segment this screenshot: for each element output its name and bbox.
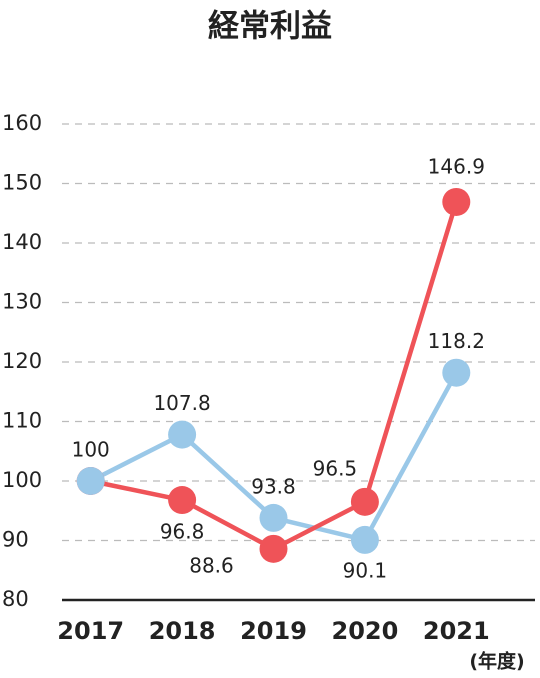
point <box>259 503 288 532</box>
point <box>442 187 471 216</box>
x-tick-label: 2021 <box>423 617 490 645</box>
chart-title: 経常利益 <box>208 9 332 45</box>
point <box>350 525 379 554</box>
value-label: 96.8 <box>160 520 205 544</box>
x-tick-label: 2019 <box>240 617 307 645</box>
value-label: 100 <box>72 438 110 462</box>
y-tick-label: 150 <box>2 171 42 195</box>
point <box>442 358 471 387</box>
point <box>350 487 379 516</box>
value-label: 93.8 <box>251 474 296 498</box>
value-label: 96.5 <box>313 456 358 480</box>
y-tick-label: 120 <box>2 349 42 373</box>
y-tick-label: 100 <box>2 468 42 492</box>
y-tick-label: 90 <box>2 528 29 552</box>
x-tick-label: 2020 <box>332 617 399 645</box>
x-tick-label: 2018 <box>149 617 216 645</box>
point <box>76 467 105 495</box>
y-tick-label: 160 <box>2 111 42 135</box>
value-label: 88.6 <box>189 553 234 577</box>
x-axis-unit: (年度) <box>469 650 524 673</box>
point <box>168 420 197 449</box>
point <box>168 486 197 515</box>
value-label: 90.1 <box>343 558 388 582</box>
point <box>259 534 288 563</box>
value-label: 107.8 <box>153 391 210 415</box>
y-tick-label: 140 <box>2 230 42 254</box>
y-tick-label: 80 <box>2 587 29 611</box>
value-label: 146.9 <box>428 154 485 178</box>
value-label: 118.2 <box>428 329 485 353</box>
x-tick-label: 2017 <box>57 617 124 645</box>
y-tick-label: 130 <box>2 290 42 314</box>
y-tick-label: 110 <box>2 409 42 433</box>
